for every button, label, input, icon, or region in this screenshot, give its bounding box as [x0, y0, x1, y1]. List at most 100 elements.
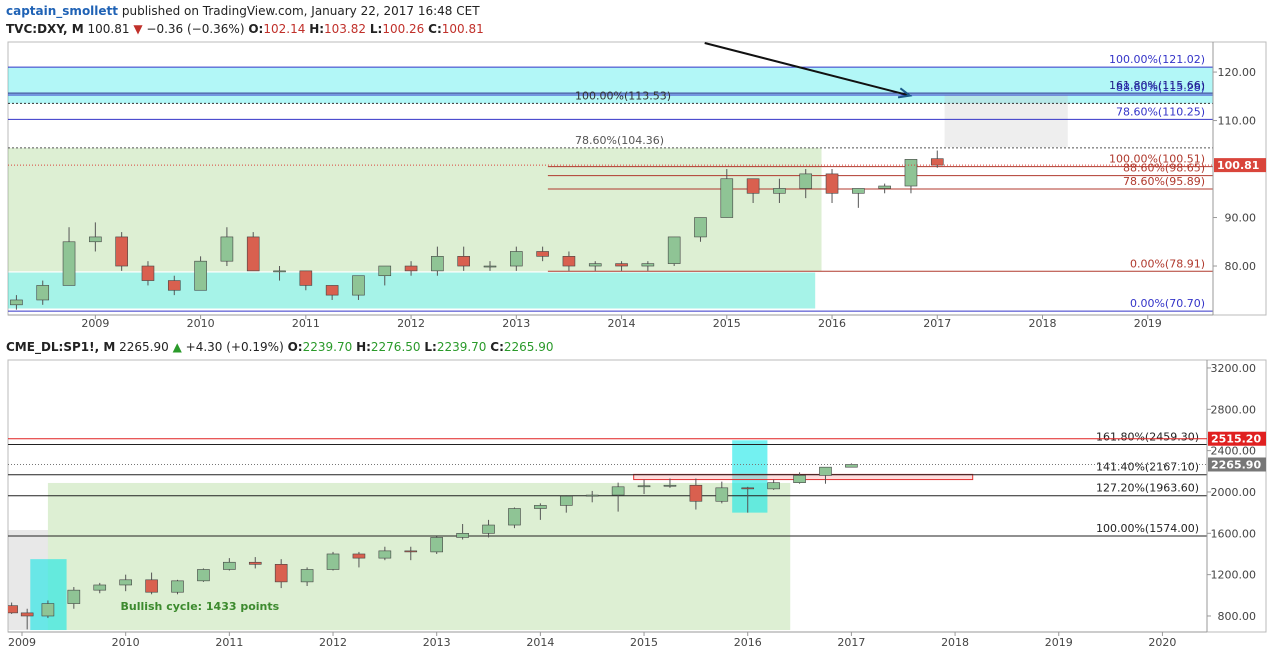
last-price: 100.81 — [87, 22, 130, 36]
ohlc-label: H: — [309, 22, 325, 36]
candle-body — [119, 579, 132, 586]
candle-body — [115, 236, 128, 267]
x-tick-label: 2012 — [397, 317, 425, 330]
y-tick-label: 3200.00 — [1211, 362, 1257, 375]
zone — [732, 440, 768, 513]
candle-body — [799, 173, 813, 189]
symbol-legend: TVC:DXY, M 100.81 ▼ −0.36 (−0.36%) O:102… — [6, 22, 484, 36]
candle-body — [534, 505, 547, 509]
publish-line: captain_smollett published on TradingVie… — [6, 4, 480, 18]
fib-label: 161.80%(2459.30) — [1096, 431, 1199, 444]
x-tick-label: 2010 — [187, 317, 215, 330]
candle-body — [611, 486, 625, 496]
x-tick-label: 2018 — [1029, 317, 1057, 330]
candle-body — [431, 256, 444, 272]
y-tick-label: 2400.00 — [1211, 445, 1257, 458]
ohlc-label: L: — [424, 340, 437, 354]
ohlc-label: C: — [490, 340, 504, 354]
change-arrow: ▲ — [172, 340, 182, 354]
price-badge — [1214, 158, 1266, 173]
ohlc-value: 100.81 — [441, 22, 484, 36]
y-tick-label: 1600.00 — [1211, 527, 1257, 540]
candle-body — [741, 487, 755, 490]
x-tick-label: 2018 — [941, 636, 969, 649]
candle-body — [585, 494, 599, 497]
ohlc-label: L: — [369, 22, 383, 36]
x-tick-label: 2009 — [8, 636, 36, 649]
candle-body — [145, 579, 158, 593]
candle-body — [326, 553, 340, 570]
candle-body — [352, 275, 365, 296]
fib-label: 78.60%(104.36) — [575, 134, 664, 147]
candle-body — [273, 270, 286, 273]
fib-label: 88.60%(98.65) — [1123, 162, 1205, 175]
price-badge-label: 100.81 — [1217, 159, 1259, 172]
candle-body — [223, 561, 236, 570]
candle-body — [773, 188, 786, 194]
candle-body — [483, 265, 497, 268]
x-tick-label: 2013 — [423, 636, 451, 649]
x-tick-label: 2013 — [502, 317, 530, 330]
candle-body — [508, 508, 521, 526]
x-tick-label: 2017 — [837, 636, 865, 649]
ohlc-label: C: — [428, 22, 442, 36]
candle-body — [852, 188, 865, 194]
candle-body — [720, 178, 734, 218]
x-tick-label: 2015 — [630, 636, 658, 649]
ohlc-value: 2239.70 — [436, 340, 487, 354]
candle-body — [819, 466, 832, 476]
y-tick-label: 120.00 — [1218, 66, 1257, 79]
ohlc-value: 2276.50 — [370, 340, 421, 354]
candle-body — [378, 265, 392, 277]
ohlc-value: 100.26 — [382, 22, 425, 36]
x-tick-label: 2016 — [818, 317, 846, 330]
price-badge-label: 2265.90 — [1211, 458, 1261, 471]
candle-body — [637, 485, 651, 488]
arrow-head — [897, 87, 913, 99]
zone — [8, 272, 816, 309]
ohlc-value: 2239.70 — [302, 340, 353, 354]
candle-body — [746, 178, 760, 194]
candle-body — [300, 569, 314, 583]
candle-body — [248, 561, 262, 565]
symbol: CME_DL:SP1!, M — [6, 340, 116, 354]
last-price: 2265.90 — [119, 340, 169, 354]
x-tick-label: 2014 — [608, 317, 636, 330]
candle-body — [694, 217, 707, 238]
candle-body — [904, 159, 918, 187]
symbol: TVC:DXY, M — [6, 22, 84, 36]
change-arrow: ▼ — [133, 22, 143, 36]
ohlc-value: 2265.90 — [503, 340, 554, 354]
candle-body — [689, 484, 703, 502]
fib-label: 127.20%(1963.60) — [1096, 482, 1199, 495]
candle-body — [20, 612, 34, 617]
candle-body — [10, 299, 23, 306]
candle-body — [457, 256, 470, 267]
candle-body — [482, 524, 495, 534]
plot: 161.80%(2459.30) 141.40%(2167.10) 127.20%(… — [8, 431, 1207, 631]
candle-body — [536, 251, 549, 257]
ohlc-label: H: — [356, 340, 371, 354]
author[interactable]: captain_smollett — [6, 4, 119, 18]
candle-body — [715, 487, 729, 502]
fib-label: 78.60%(110.25) — [1116, 105, 1205, 118]
zone — [8, 67, 1213, 104]
fib-label: 78.60%(95.89) — [1123, 175, 1205, 188]
candle-body — [767, 482, 780, 490]
fib-label: 100.00%(113.53) — [575, 89, 671, 102]
candle-body — [878, 185, 891, 189]
candle-body — [62, 241, 76, 286]
ohlc-label: O: — [248, 22, 264, 36]
fib-label: 100.00%(121.02) — [1109, 53, 1205, 66]
x-tick-label: 2020 — [1148, 636, 1176, 649]
candle-body — [141, 265, 155, 281]
candle-body — [194, 260, 207, 291]
x-tick-label: 2011 — [215, 636, 243, 649]
zone — [944, 95, 1068, 148]
zone — [8, 147, 822, 272]
zone — [47, 482, 791, 631]
candle-body — [299, 270, 313, 286]
candle-body — [404, 550, 418, 553]
x-tick-label: 2010 — [112, 636, 140, 649]
x-tick-label: 2016 — [734, 636, 762, 649]
